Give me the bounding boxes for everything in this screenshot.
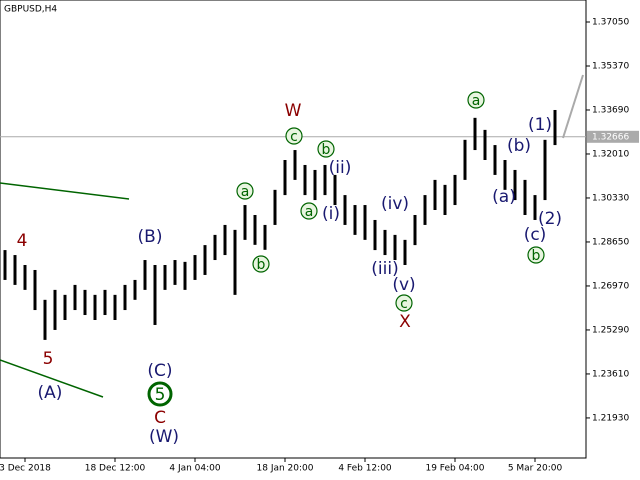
wave-label: 4 [17, 231, 28, 251]
wave-circle [527, 246, 545, 264]
wave-label: 5 [43, 349, 54, 369]
wave-circle [236, 182, 254, 200]
current-price-label: 1.32666 [592, 132, 629, 142]
wave-label: (A) [38, 383, 63, 403]
plot-frame [0, 0, 587, 459]
wave-label: (iv) [381, 194, 409, 214]
forecast-line [562, 74, 584, 139]
wave-label: (ii) [329, 158, 352, 178]
x-tick-label: 19 Feb 04:00 [425, 464, 484, 474]
wave-label: (iii) [371, 259, 398, 279]
wave-label: (C) [147, 361, 172, 381]
wave-label: (b) [507, 136, 531, 156]
y-tick-label: 1.32010 [592, 149, 629, 159]
wave-label: (c) [524, 225, 547, 245]
wave-circle [285, 127, 303, 145]
wave-label: 5 [155, 385, 166, 405]
x-tick-label: 18 Dec 12:00 [85, 464, 146, 474]
y-tick-label: 1.23610 [592, 369, 629, 379]
wave-label: (1) [528, 115, 552, 135]
wave-circle [467, 91, 485, 109]
wave-label: (v) [392, 275, 415, 295]
wave-label: (2) [538, 209, 562, 229]
trend-line [0, 182, 130, 200]
trend-line [0, 359, 104, 398]
x-tick-label: 3 Dec 2018 [0, 464, 51, 474]
y-tick-label: 1.21930 [592, 413, 629, 423]
wave-label: a [241, 184, 250, 200]
wave-label: c [290, 129, 298, 145]
y-tick-label: 1.35370 [592, 61, 629, 71]
wave-label: (B) [138, 227, 163, 247]
wave-label: C [154, 408, 166, 428]
x-tick-label: 5 Mar 20:00 [508, 464, 563, 474]
wave-label: a [305, 204, 314, 220]
x-tick-label: 18 Jan 20:00 [257, 464, 314, 474]
wave-circle [252, 255, 270, 273]
wave-label: (i) [322, 204, 340, 224]
wave-label: (W) [149, 427, 179, 447]
wave-label: b [257, 257, 266, 273]
y-tick-label: 1.25290 [592, 325, 629, 335]
wave-circle [300, 202, 318, 220]
current-price-box [587, 130, 639, 143]
wave-label: W [285, 101, 302, 121]
wave-circle [317, 140, 335, 158]
wave-label: c [400, 296, 408, 312]
wave-label: b [322, 142, 331, 158]
y-tick-label: 1.33690 [592, 105, 629, 115]
y-tick-label: 1.37050 [592, 17, 629, 27]
wave-label: (a) [492, 187, 516, 207]
x-tick-label: 4 Feb 12:00 [338, 464, 392, 474]
wave-circle [395, 294, 413, 312]
chart-title: GBPUSD,H4 [4, 5, 57, 15]
wave-label: X [399, 312, 411, 332]
y-tick-label: 1.28650 [592, 237, 629, 247]
x-tick-label: 4 Jan 04:00 [169, 464, 221, 474]
wave-label: a [472, 93, 481, 109]
wave-circle [147, 381, 173, 407]
wave-label: b [532, 248, 541, 264]
y-tick-label: 1.30330 [592, 193, 629, 203]
y-tick-label: 1.26970 [592, 281, 629, 291]
